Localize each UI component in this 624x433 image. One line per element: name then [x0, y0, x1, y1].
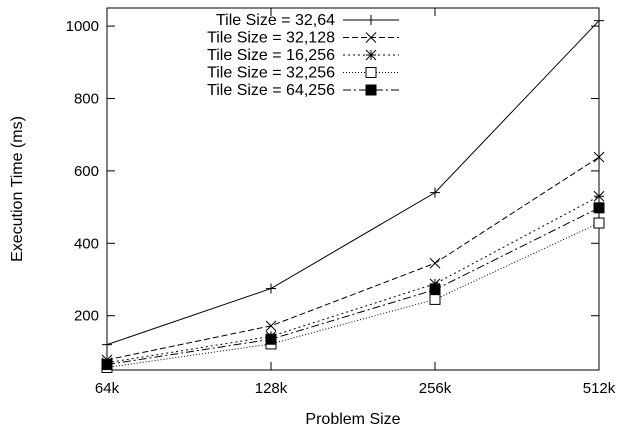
- y-tick-label: 200: [74, 308, 99, 325]
- x-axis-ticks: 64k 128k 256k 512k: [95, 8, 616, 397]
- data-point: [593, 202, 605, 214]
- x-tick-label: 64k: [95, 380, 120, 397]
- legend-label: Tile Size = 16,256: [207, 47, 335, 64]
- legend-entry: Tile Size = 32,256: [207, 65, 399, 82]
- legend-entry: Tile Size = 32,64: [216, 12, 399, 29]
- data-point: [430, 187, 440, 198]
- x-tick-label: 256k: [419, 380, 452, 397]
- series-line: [106, 156, 600, 361]
- legend-marker: [365, 84, 377, 96]
- legend-label: Tile Size = 32,64: [216, 12, 335, 29]
- legend-marker: [365, 67, 377, 78]
- series-line: [106, 195, 600, 364]
- y-axis-ticks: 200 400 600 800 1000: [66, 18, 599, 325]
- data-point: [429, 284, 441, 296]
- legend-label: Tile Size = 32,128: [207, 30, 335, 47]
- y-tick-label: 400: [74, 235, 99, 252]
- legend-entry: Tile Size = 32,128: [207, 30, 399, 47]
- y-tick-label: 600: [74, 163, 99, 180]
- legend-entry: Tile Size = 64,256: [207, 82, 399, 99]
- x-tick-label: 512k: [583, 380, 616, 397]
- data-point: [265, 320, 277, 332]
- y-axis-label: Execution Time (ms): [9, 116, 26, 262]
- data-point: [593, 217, 605, 229]
- data-point: [265, 333, 277, 345]
- y-tick-label: 1000: [66, 18, 99, 35]
- series-line: [106, 207, 600, 366]
- data-point: [594, 15, 604, 26]
- legend-marker: [365, 49, 377, 61]
- series-4: [101, 217, 605, 373]
- series-5: [101, 202, 605, 371]
- legend-marker: [365, 32, 377, 43]
- data-point: [593, 190, 605, 202]
- series-1: [102, 15, 604, 350]
- data-point: [429, 293, 441, 305]
- legend-marker: [366, 15, 376, 25]
- legend-label: Tile Size = 64,256: [207, 82, 335, 99]
- data-point: [266, 283, 276, 294]
- y-tick-label: 800: [74, 91, 99, 108]
- x-axis-label: Problem Size: [305, 411, 400, 428]
- x-tick-label: 128k: [255, 380, 288, 397]
- series-2: [101, 151, 605, 366]
- series-line: [106, 20, 600, 346]
- data-point: [102, 339, 112, 350]
- plot-frame: [106, 7, 600, 371]
- legend-label: Tile Size = 32,256: [207, 65, 335, 82]
- data-point: [429, 257, 441, 269]
- legend-entry: Tile Size = 16,256: [207, 47, 399, 64]
- series-layer: [101, 15, 605, 373]
- series-3: [101, 190, 605, 369]
- series-line: [106, 222, 600, 368]
- data-point: [101, 359, 113, 371]
- data-point: [593, 151, 605, 163]
